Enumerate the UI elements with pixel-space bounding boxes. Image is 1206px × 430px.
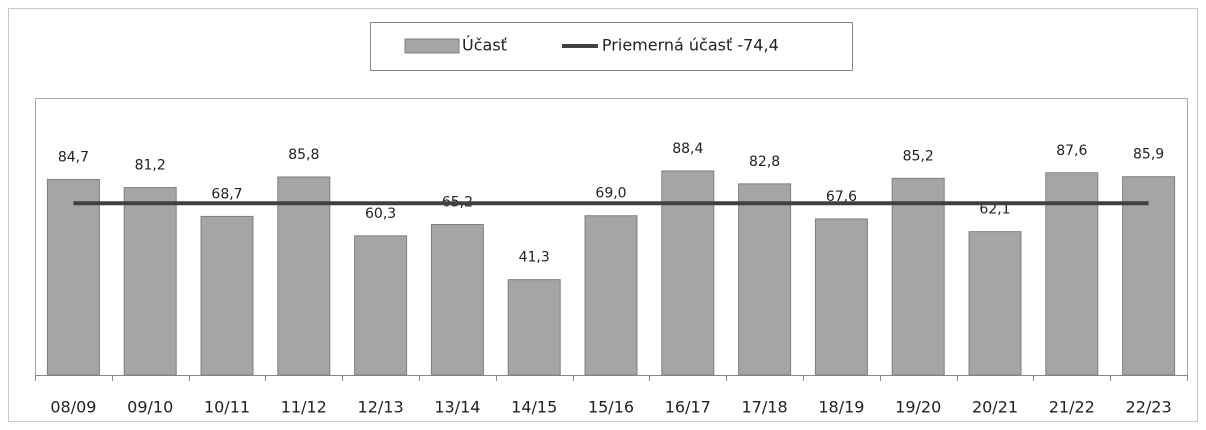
data-label: 85,2 (903, 148, 934, 164)
bar (968, 231, 1022, 376)
legend-swatch (404, 38, 460, 54)
bar (738, 183, 792, 376)
data-label: 85,9 (1133, 147, 1164, 163)
x-tick-label: 22/23 (1126, 398, 1172, 417)
data-label: 60,3 (365, 206, 396, 222)
bar (584, 215, 638, 376)
data-label: 85,8 (288, 147, 319, 163)
x-tick-label: 10/11 (204, 398, 250, 417)
x-tick-label: 08/09 (50, 398, 96, 417)
bar (200, 215, 254, 376)
x-tick-label: 09/10 (127, 398, 173, 417)
x-tick-label: 17/18 (742, 398, 788, 417)
x-tick-label: 12/13 (358, 398, 404, 417)
bar (354, 235, 408, 376)
bar (891, 177, 945, 376)
bar (1122, 176, 1176, 376)
legend-label: Priemerná účasť -74,4 (602, 36, 779, 55)
bar (277, 176, 331, 376)
data-label: 68,7 (211, 186, 242, 202)
data-label: 88,4 (672, 141, 703, 157)
bar (1045, 172, 1099, 376)
data-label: 41,3 (519, 250, 550, 266)
bar (123, 187, 177, 376)
data-label: 82,8 (749, 154, 780, 170)
data-label: 67,6 (826, 189, 857, 205)
bar (814, 218, 868, 376)
bar (507, 279, 561, 376)
legend-label: Účasť (462, 36, 507, 55)
x-tick-label: 18/19 (818, 398, 864, 417)
x-tick-label: 19/20 (895, 398, 941, 417)
x-tick-label: 11/12 (281, 398, 327, 417)
x-tick-label: 14/15 (511, 398, 557, 417)
bar (430, 223, 484, 376)
x-tick-label: 20/21 (972, 398, 1018, 417)
data-label: 69,0 (595, 186, 626, 202)
x-tick-label: 15/16 (588, 398, 634, 417)
bar (46, 178, 100, 376)
data-label: 87,6 (1056, 143, 1087, 159)
data-label: 84,7 (58, 149, 89, 165)
data-label: 81,2 (135, 158, 166, 174)
x-tick-label: 21/22 (1049, 398, 1095, 417)
data-label: 62,1 (979, 202, 1010, 218)
x-tick-label: 13/14 (434, 398, 480, 417)
x-tick-label: 16/17 (665, 398, 711, 417)
